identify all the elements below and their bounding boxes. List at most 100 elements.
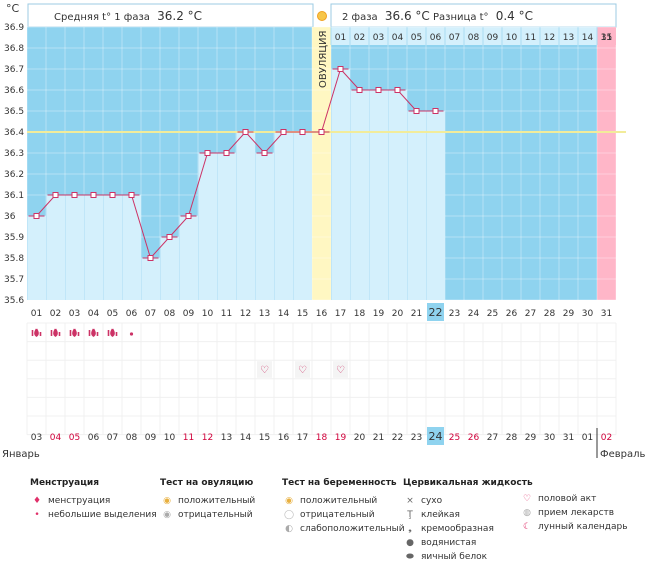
- temp-bar: [293, 132, 312, 300]
- x-tick-label: 08: [164, 309, 176, 319]
- phase1-label: Средняя t° 1 фаза: [54, 12, 150, 23]
- phase2-day-label: 06: [430, 33, 442, 43]
- phase2-day-label: 07: [449, 33, 460, 43]
- legend-group: Тест на овуляцию ◉ положительный ◉ отрицател…: [160, 478, 255, 522]
- legend-group: ♡ половой акт ◍ прием лекарств ☾ лунный кален…: [520, 492, 628, 534]
- temp-point: [223, 150, 230, 156]
- next-period-day-label: 31: [601, 33, 612, 43]
- legend-item: ☾ лунный календарь: [520, 520, 628, 534]
- x-tick-label: 31: [601, 309, 612, 319]
- date-label: 24: [429, 430, 443, 443]
- phase2-label: 2 фаза: [342, 12, 378, 23]
- legend-item: ◐ слабоположительный: [282, 522, 405, 536]
- y-tick-label: 36.2: [4, 170, 24, 180]
- date-label: 15: [259, 433, 270, 443]
- temp-bar: [274, 132, 293, 300]
- temp-bar: [236, 132, 255, 300]
- date-label: 17: [297, 433, 308, 443]
- lunar-calendar-icon: ☾: [522, 522, 532, 532]
- y-tick-label: 36.3: [4, 149, 24, 159]
- temp-bar: [388, 90, 407, 300]
- x-tick-label: 07: [145, 309, 156, 319]
- temp-point: [90, 192, 97, 198]
- legend-item-label: лунный календарь: [538, 522, 628, 532]
- phase2-day-label: 14: [582, 33, 594, 43]
- temp-point: [166, 234, 173, 240]
- temp-point: [394, 87, 401, 93]
- temp-bar: [65, 195, 84, 300]
- temp-bar: [350, 90, 369, 300]
- legend-item: ⬬ яичный белок: [403, 550, 533, 564]
- intercourse-icon: ♡: [522, 494, 532, 504]
- legend-item: ● водянистая: [403, 536, 533, 550]
- temp-point: [375, 87, 382, 93]
- x-tick-label: 14: [278, 309, 290, 319]
- legend-item-label: прием лекарств: [538, 508, 615, 518]
- temp-point: [242, 129, 249, 135]
- ovulation-positive-icon: ◉: [163, 496, 171, 506]
- menstruation-icon: ♦: [32, 496, 42, 506]
- legend-item: ◉ отрицательный: [160, 508, 255, 522]
- x-tick-label: 15: [297, 309, 308, 319]
- date-label: 03: [31, 433, 42, 443]
- date-label: 28: [506, 433, 518, 443]
- legend-item-label: сухо: [421, 496, 443, 506]
- y-tick-label: 36.5: [4, 107, 24, 117]
- date-label: 12: [202, 433, 213, 443]
- date-label: 31: [563, 433, 574, 443]
- legend-item-label: отрицательный: [178, 510, 253, 520]
- date-label: 10: [164, 433, 176, 443]
- y-tick-label: 36.8: [4, 44, 24, 54]
- date-label: 29: [525, 433, 537, 443]
- temp-bar: [255, 153, 274, 300]
- temp-bar: [217, 153, 236, 300]
- legend-item-label: менструация: [48, 496, 111, 506]
- svg-text:Средняя t° 1 фаза 36.2 °C: Средняя t° 1 фаза 36.2 °C: [54, 9, 202, 23]
- intercourse-icon: ♡: [336, 365, 345, 376]
- legend-item-label: небольшие выделения: [48, 510, 157, 520]
- temp-point: [71, 192, 78, 198]
- x-tick-label: 17: [335, 309, 346, 319]
- temp-point: [185, 213, 192, 219]
- phase2-day-label: 10: [506, 33, 518, 43]
- legend-group-title: Цервикальная жидкость: [403, 478, 533, 488]
- temp-bar: [27, 216, 46, 300]
- bbt-chart: °C Средняя t° 1 фаза 36.2 °C 2 фаза 36.6…: [2, 2, 646, 460]
- legend-item: ◉ положительный: [160, 494, 255, 508]
- x-tick-label: 05: [107, 309, 118, 319]
- phase2-day-label: 12: [544, 33, 555, 43]
- ovulation-sun-icon: [317, 11, 327, 21]
- x-tick-label: 01: [31, 309, 42, 319]
- x-axis-days: 01 02 03 04 05 06 07 08 09 10 11 12 13 14 15 16 17 18 19 20…: [31, 303, 612, 321]
- temp-point: [261, 150, 268, 156]
- dry-icon: ×: [406, 496, 414, 506]
- date-label: 30: [544, 433, 556, 443]
- next-period-strip: [597, 27, 616, 45]
- date-label: 21: [373, 433, 384, 443]
- date-label: 23: [411, 433, 422, 443]
- temp-point: [299, 129, 306, 135]
- today-date-highlight: [427, 427, 444, 445]
- x-tick-label: 02: [50, 309, 61, 319]
- unit-label: °C: [6, 2, 20, 15]
- intercourse-cell: [295, 361, 310, 378]
- x-tick-label: 20: [392, 309, 404, 319]
- x-tick-label: 06: [126, 309, 138, 319]
- legend: Менструация ♦ менструация • небольшие выделе…: [0, 478, 655, 587]
- temp-point: [318, 129, 325, 135]
- temp-point: [280, 129, 287, 135]
- x-tick-label: 23: [449, 309, 460, 319]
- y-axis: 35.6 35.7 35.8 35.9 36 36.1 36.2 36.3 36.4 36.5 36…: [4, 23, 24, 306]
- menstruation-icon: [31, 328, 42, 337]
- x-tick-label: 25: [487, 309, 498, 319]
- diff-value: 0.4 °C: [496, 9, 533, 23]
- y-tick-label: 36.9: [4, 23, 24, 33]
- legend-item: ◯ отрицательный: [282, 508, 405, 522]
- legend-item: ♦ менструация: [30, 494, 157, 508]
- x-tick-label: 04: [88, 309, 100, 319]
- date-label: 18: [316, 433, 328, 443]
- legend-item: × сухо: [403, 494, 533, 508]
- temp-point: [204, 150, 211, 156]
- temp-bar: [160, 237, 179, 300]
- legend-item: ◉ положительный: [282, 494, 405, 508]
